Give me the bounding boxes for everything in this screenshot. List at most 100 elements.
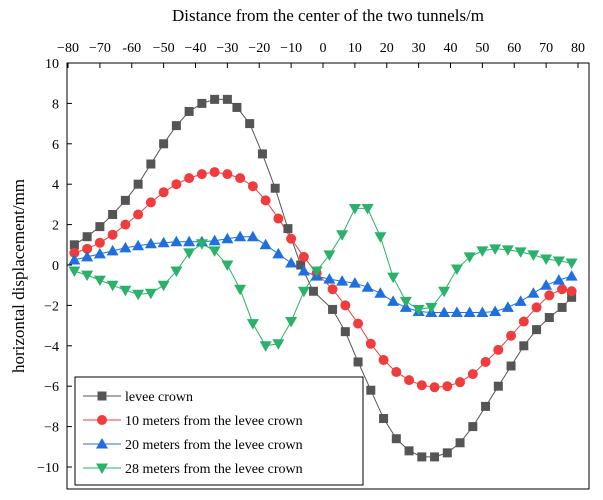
data-point-series-3 [425,302,438,314]
data-point-series-3 [170,266,183,278]
x-tick-label: −50 [153,41,175,56]
data-point-series-1 [94,237,105,248]
data-point-series-1 [133,209,144,220]
data-point-series-1 [235,173,246,184]
data-point-series-0 [455,438,465,448]
data-point-series-3 [476,246,489,257]
data-point-series-0 [532,325,542,335]
data-point-series-3 [361,203,374,215]
data-point-series-2 [93,247,106,259]
data-point-series-1 [566,286,577,297]
data-point-series-1 [340,300,351,311]
data-point-series-2 [463,306,476,317]
y-tick-label: −4 [44,340,59,355]
data-point-series-0 [519,341,529,351]
data-point-series-0 [366,385,376,395]
plot-frame [66,62,590,490]
data-point-series-1 [365,338,376,349]
data-point-series-1 [158,187,169,198]
legend-label: levee crown [125,390,193,405]
data-point-series-0 [379,414,389,424]
data-point-series-0 [159,139,169,149]
data-point-series-3 [527,250,540,261]
data-point-series-1 [247,181,258,192]
data-point-series-0 [544,313,554,323]
data-point-series-0 [120,195,130,205]
data-point-series-3 [68,266,81,278]
data-point-series-3 [132,289,145,301]
data-point-series-0 [257,149,267,159]
data-point-series-3 [234,284,247,296]
series-line-1 [74,171,572,388]
x-tick-label: 0 [320,41,327,56]
data-point-series-3 [348,203,361,215]
data-point-series-1 [286,233,297,244]
data-point-series-1 [171,179,182,190]
data-point-series-2 [323,273,336,284]
x-tick-label: −30 [216,41,238,56]
data-point-series-1 [209,167,220,178]
x-tick-label: 80 [571,41,585,56]
legend-marker [96,463,108,474]
x-tick-label: −80 [57,41,79,56]
data-point-series-3 [119,285,132,297]
y-tick-label: 8 [52,97,59,112]
data-point-series-2 [336,275,349,286]
series-markers [68,94,578,462]
data-point-series-2 [565,270,578,281]
data-point-series-2 [81,250,94,262]
data-point-series-2 [450,306,463,317]
series-line-0 [74,98,572,458]
y-tick-label: −8 [44,421,59,436]
data-point-series-1 [107,229,118,240]
data-point-series-0 [557,302,567,312]
data-point-series-2 [132,239,145,251]
series-line-2 [74,236,572,313]
data-point-series-2 [514,295,527,306]
data-point-series-2 [438,306,451,317]
data-point-series-3 [323,250,336,261]
data-point-series-2 [208,234,221,246]
data-point-series-1 [429,382,440,393]
data-point-series-1 [391,367,402,378]
data-point-series-0 [296,260,306,270]
y-tick-label: 4 [52,178,59,193]
data-point-series-3 [144,288,157,300]
data-point-series-1 [455,377,466,388]
data-point-series-1 [222,169,233,180]
data-point-series-0 [417,452,427,462]
data-point-series-2 [183,235,196,247]
data-point-series-1 [557,284,568,295]
data-point-series-2 [157,236,170,248]
data-point-series-2 [501,301,514,312]
data-point-series-3 [387,272,400,284]
data-point-series-1 [531,302,542,313]
y-tick-label: 0 [52,259,59,274]
data-point-series-0 [391,434,401,444]
x-axis-title: Distance from the center of the two tunn… [172,6,484,25]
data-point-series-2 [489,305,502,316]
data-point-series-2 [119,241,132,253]
data-point-series-1 [273,213,284,224]
data-point-series-0 [283,224,293,234]
data-point-series-2 [68,253,81,265]
y-tick-label: 6 [52,138,59,153]
data-point-series-3 [310,266,323,278]
legend-box [74,376,364,486]
data-point-series-3 [501,245,514,256]
x-tick-label: −40 [185,41,207,56]
data-point-series-0 [82,232,92,242]
data-point-series-0 [404,446,414,456]
legend-marker [97,391,107,401]
data-point-series-3 [463,252,476,263]
data-point-series-0 [197,98,207,108]
data-point-series-0 [69,240,79,250]
data-point-series-0 [146,159,156,169]
y-axis-title: horizontal displacement/mm [9,179,28,373]
data-point-series-0 [184,106,194,116]
data-point-series-1 [480,356,491,367]
data-point-series-3 [272,339,285,350]
data-point-series-2 [170,235,183,247]
legend-marker [97,415,107,425]
